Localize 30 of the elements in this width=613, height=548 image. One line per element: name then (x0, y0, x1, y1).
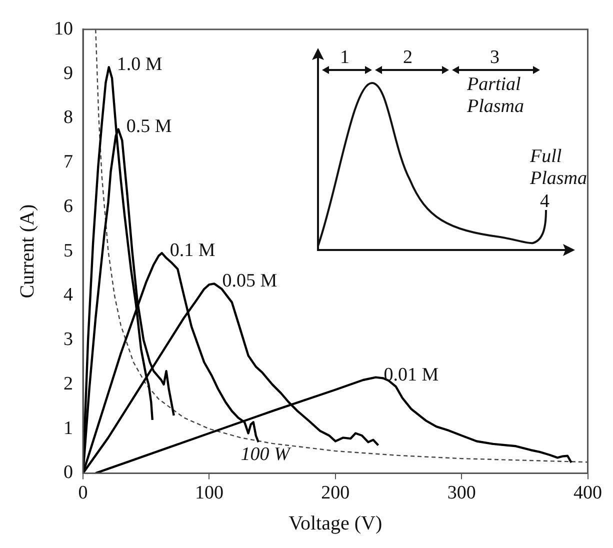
series-label: 0.01 M (384, 364, 439, 386)
series-label: 0.1 M (170, 240, 216, 262)
x-tick-label: 400 (574, 482, 602, 504)
y-tick-label: 8 (64, 107, 73, 128)
annotation: Full Plasma (529, 146, 587, 189)
x-tick-label: 300 (447, 482, 476, 504)
x-tick-label: 0 (78, 482, 88, 504)
series-label: 100 W (240, 444, 292, 466)
y-tick-label: 0 (64, 462, 73, 484)
y-tick-label: 3 (64, 329, 73, 350)
y-tick-label: 2 (64, 373, 73, 394)
y-tick-label: 6 (64, 196, 73, 217)
annotation: 4 (540, 191, 550, 212)
x-axis-title: Voltage (V) (288, 512, 382, 534)
annotation: Partial Plasma (466, 74, 524, 117)
x-tick-label: 100 (194, 482, 224, 504)
y-tick-label: 5 (64, 240, 73, 262)
series-label: 0.5 M (126, 116, 172, 138)
y-tick-label: 7 (64, 152, 73, 173)
annotation: 2 (403, 47, 412, 68)
annotation: 1 (340, 47, 350, 68)
x-tick-label: 200 (321, 482, 350, 504)
y-axis-title: Current (A) (16, 204, 38, 298)
y-tick-label: 9 (64, 62, 73, 84)
series-label: 1.0 M (116, 54, 162, 76)
y-tick-label: 4 (64, 284, 74, 306)
annotation: 3 (490, 47, 500, 68)
y-tick-label: 10 (54, 18, 73, 40)
series-label: 0.05 M (222, 270, 278, 292)
y-tick-label: 1 (64, 418, 73, 439)
